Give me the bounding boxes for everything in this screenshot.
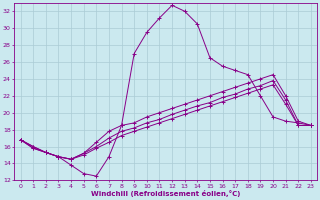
X-axis label: Windchill (Refroidissement éolien,°C): Windchill (Refroidissement éolien,°C) [91,190,240,197]
